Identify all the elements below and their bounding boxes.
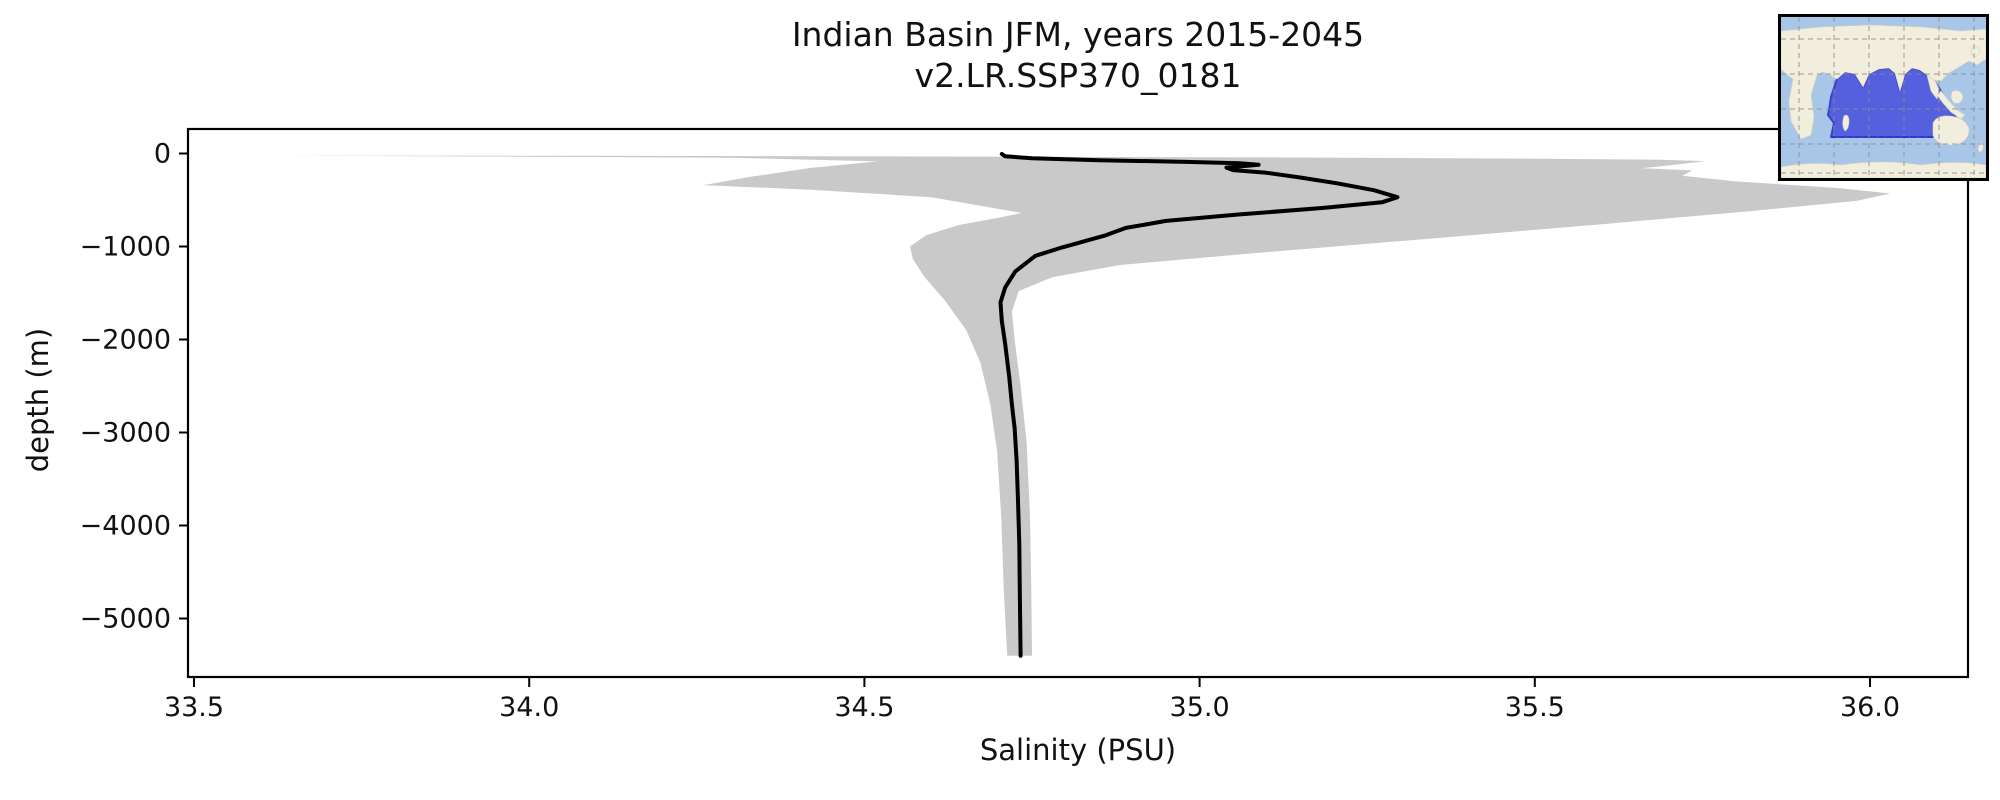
chart-title-line2: v2.LR.SSP370_0181 [914, 56, 1242, 96]
x-tick-label: 36.0 [1840, 692, 1900, 723]
chart-title: Indian Basin JFM, years 2015-2045 v2.LR.… [188, 14, 1968, 97]
x-tick-label: 34.5 [834, 692, 894, 723]
y-tick-label: 0 [154, 139, 171, 170]
y-tick-label: −1000 [80, 232, 171, 263]
inset-map-svg [1781, 17, 1986, 178]
inset-basin-locator-map [1778, 14, 1989, 181]
x-tick-label: 34.0 [499, 692, 559, 723]
x-tick-label: 35.0 [1170, 692, 1230, 723]
axis-ticks: 33.5 34.0 34.5 35.0 35.5 36.0 0 −1000 −2000 −3000… [80, 139, 1900, 724]
mean-profile-line [998, 152, 1400, 658]
inset-graticule [1781, 17, 1986, 178]
y-tick-label: −3000 [80, 418, 171, 449]
inset-landmasses [1781, 24, 1986, 178]
x-tick-label: 35.5 [1505, 692, 1565, 723]
spread-envelope-area [277, 155, 1891, 656]
y-tick-label: −4000 [80, 511, 171, 542]
y-tick-label: −2000 [80, 325, 171, 356]
axis-box [186, 127, 1970, 679]
x-axis-label: Salinity (PSU) [979, 733, 1177, 767]
chart-title-line1: Indian Basin JFM, years 2015-2045 [791, 15, 1365, 54]
plot-shapes [277, 152, 1891, 658]
y-tick-label: −5000 [80, 604, 171, 635]
x-tick-label: 33.5 [164, 692, 224, 723]
